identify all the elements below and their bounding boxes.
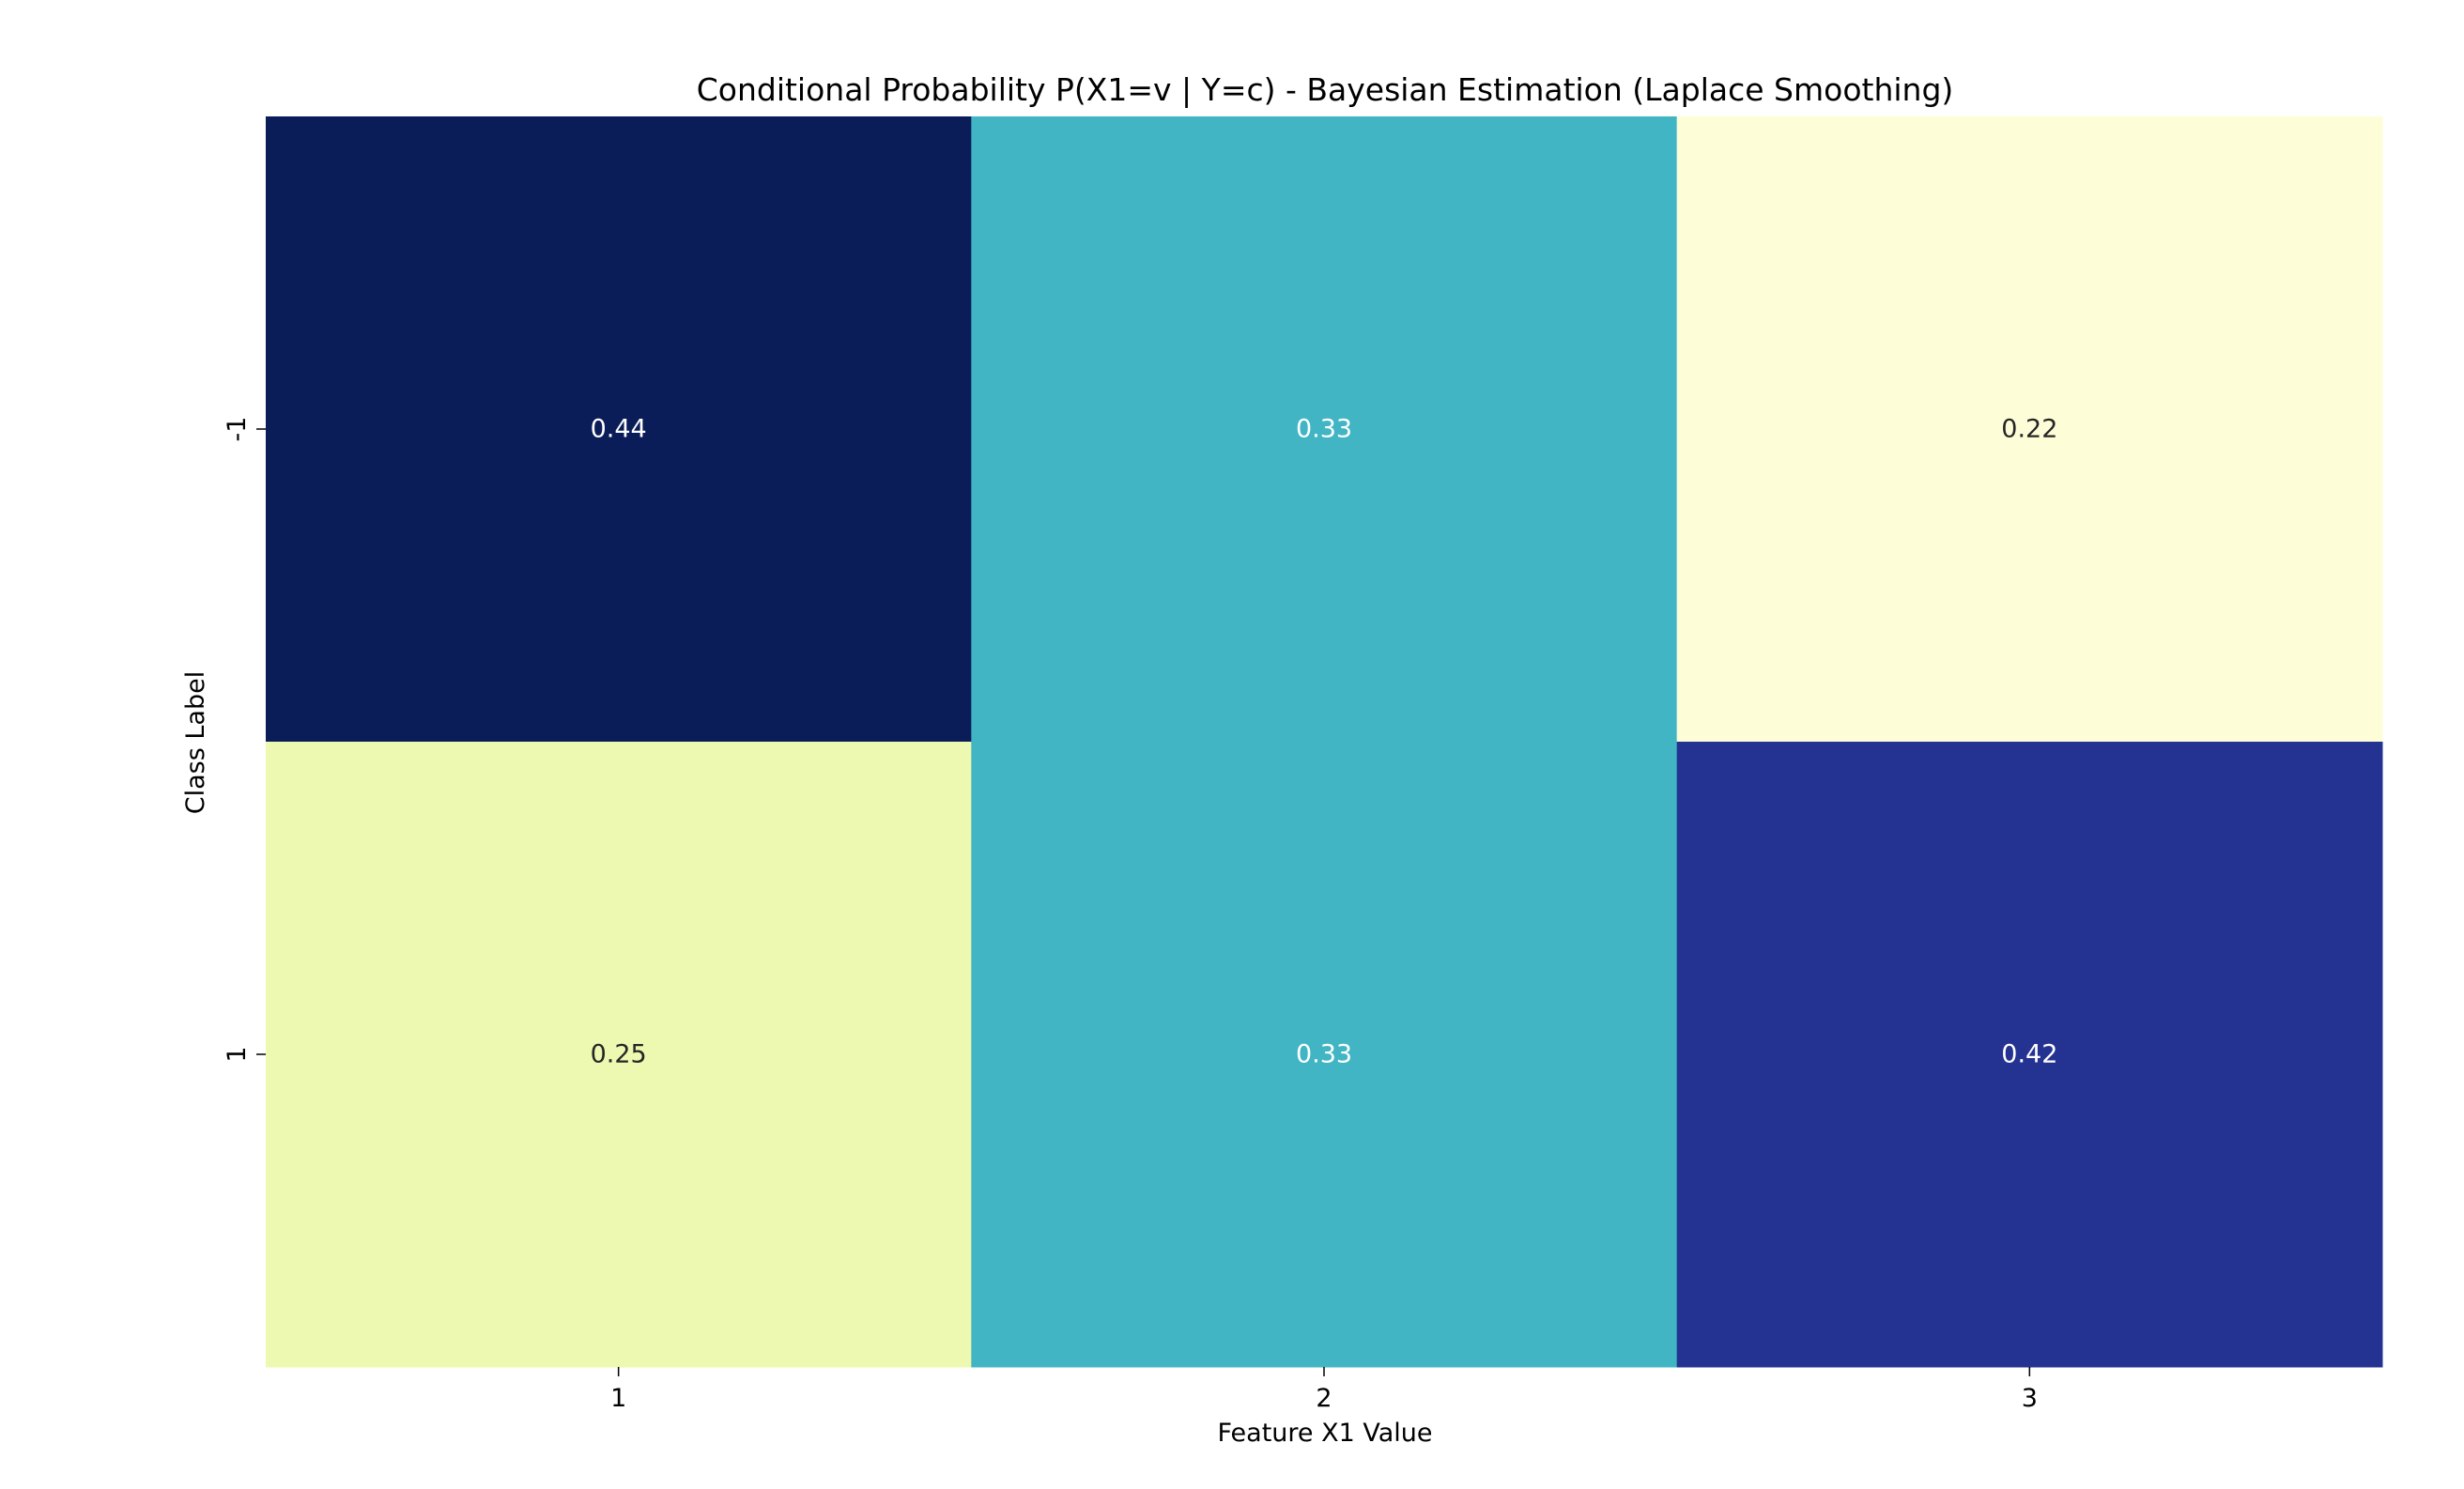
y-tick-label: -1 bbox=[223, 417, 252, 442]
y-axis-label: Class Label bbox=[181, 671, 210, 814]
x-axis-label: Feature X1 Value bbox=[1217, 1419, 1432, 1448]
x-tick-label: 3 bbox=[2022, 1384, 2038, 1413]
cell-value-label: 0.33 bbox=[1296, 1040, 1352, 1069]
heatmap-cell bbox=[1676, 116, 2383, 743]
cell-value-label: 0.33 bbox=[1296, 415, 1352, 444]
cell-value-label: 0.22 bbox=[2001, 415, 2057, 444]
heatmap-cell bbox=[971, 116, 1678, 743]
cell-value-label: 0.44 bbox=[591, 415, 647, 444]
x-axis: 1 2 3 bbox=[610, 1367, 2038, 1413]
x-tick-label: 1 bbox=[610, 1384, 626, 1413]
heatmap-cell bbox=[1676, 742, 2383, 1368]
y-axis: -1 1 bbox=[223, 417, 266, 1063]
heatmap-cell bbox=[266, 742, 972, 1368]
heatmap-cells bbox=[266, 116, 2383, 1368]
x-tick-label: 2 bbox=[1316, 1384, 1332, 1413]
heatmap-cell bbox=[266, 116, 972, 743]
y-tick-label: 1 bbox=[223, 1046, 252, 1062]
cell-value-label: 0.42 bbox=[2001, 1040, 2057, 1069]
chart-title: Conditional Probability P(X1=v | Y=c) - … bbox=[697, 71, 1954, 108]
heatmap-cell bbox=[971, 742, 1678, 1368]
heatmap-cell-labels: 0.44 0.33 0.22 0.25 0.33 0.42 bbox=[591, 415, 2058, 1069]
cell-value-label: 0.25 bbox=[591, 1040, 647, 1069]
